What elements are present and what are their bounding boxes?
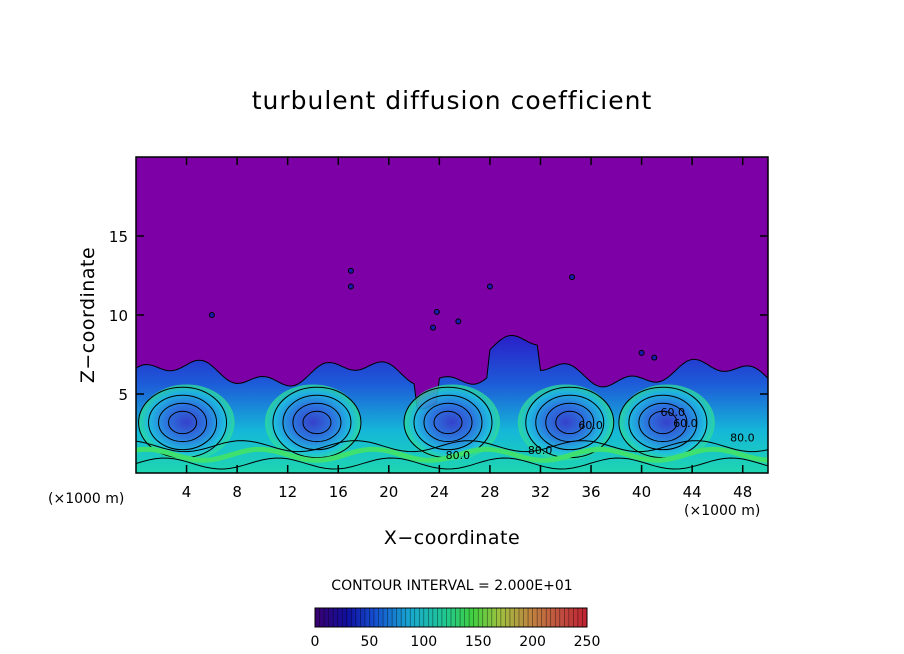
- colorbar-stripes: [314, 608, 588, 627]
- contour-line: [628, 394, 698, 451]
- x-tick-label: 24: [430, 483, 449, 501]
- colorbar-tick-label: 100: [410, 634, 437, 650]
- x-tick-label: 4: [182, 483, 192, 501]
- x-axis-label: X−coordinate: [383, 527, 521, 549]
- contour-interval-label: CONTOUR INTERVAL = 2.000E+01: [331, 578, 573, 594]
- contour-value-label: 80.0: [730, 431, 755, 444]
- contour-line: [136, 457, 768, 470]
- x-tick-label: 48: [733, 483, 752, 501]
- patch: [347, 283, 354, 290]
- contour-line: [148, 394, 218, 451]
- contour-line: [158, 402, 208, 443]
- x-axis: 4 8 12 16 20 24 28 32 36 40 44 48: [182, 157, 752, 501]
- eddy-core: [264, 384, 361, 461]
- patch: [455, 318, 462, 325]
- contour-value-label: 80.0: [446, 449, 471, 462]
- turbulent-layer: [136, 267, 768, 473]
- patch: [486, 283, 493, 290]
- colorbar-tick-label: 50: [360, 634, 378, 650]
- contour-line: [302, 410, 332, 435]
- y-tick-label: 15: [109, 228, 128, 246]
- colorbar-tick-label: 200: [519, 634, 546, 650]
- isolated-patches: [208, 267, 658, 361]
- y-tick-label: 10: [109, 307, 128, 325]
- chart-title: turbulent diffusion coefficient: [251, 86, 653, 115]
- y-axis-label: Z−coordinate: [77, 246, 99, 384]
- patch: [433, 308, 440, 315]
- patch: [430, 324, 437, 331]
- contour-labels: 80.0 80.080.060.060.060.0: [446, 406, 755, 462]
- contour-line: [272, 386, 362, 459]
- colorbar-tick-label: 0: [311, 634, 320, 650]
- eddy-core: [138, 384, 235, 461]
- colorbar-tick-label: 250: [574, 634, 601, 650]
- contour-line: [413, 394, 483, 451]
- contour-line: [292, 402, 342, 443]
- contour-line: [648, 410, 678, 435]
- contour-line: [423, 402, 473, 443]
- contour-line: [535, 394, 605, 451]
- contour-line: [136, 446, 768, 463]
- contour-line: [555, 410, 585, 435]
- x-tick-label: 28: [480, 483, 499, 501]
- colorbar-tick-label: 150: [465, 634, 492, 650]
- patch: [347, 267, 354, 274]
- contour-value-label: 80.0: [528, 444, 553, 457]
- contour-value-label: 60.0: [673, 417, 698, 430]
- contour-line: [433, 410, 463, 435]
- x-tick-label: 12: [278, 483, 297, 501]
- contour-line: [136, 440, 768, 453]
- x-tick-label: 36: [581, 483, 600, 501]
- contour-value-label: 60.0: [578, 419, 603, 432]
- x-tick-label: 44: [683, 483, 702, 501]
- y-axis: 5 10 15: [109, 228, 768, 404]
- patch: [638, 349, 645, 356]
- colorbar-ticks: 0 50 100 150 200 250: [311, 634, 601, 650]
- patch: [569, 274, 576, 281]
- x-tick-label: 32: [531, 483, 550, 501]
- contour-line: [168, 410, 198, 435]
- x-tick-label: 40: [632, 483, 651, 501]
- patch: [651, 354, 658, 361]
- contour-value-label: 60.0: [661, 406, 686, 419]
- contour-line: [638, 402, 688, 443]
- patch: [208, 312, 215, 318]
- x-tick-label: 16: [329, 483, 348, 501]
- low-level-bands: [136, 440, 768, 470]
- x-tick-label: 20: [379, 483, 398, 501]
- x-unit-label: (×1000 m): [48, 491, 125, 507]
- x-tick-label: 8: [232, 483, 242, 501]
- z-unit-label: (×1000 m): [684, 503, 761, 519]
- y-tick-label: 5: [118, 386, 128, 404]
- contour-line: [282, 394, 352, 451]
- eddy-core: [618, 384, 715, 461]
